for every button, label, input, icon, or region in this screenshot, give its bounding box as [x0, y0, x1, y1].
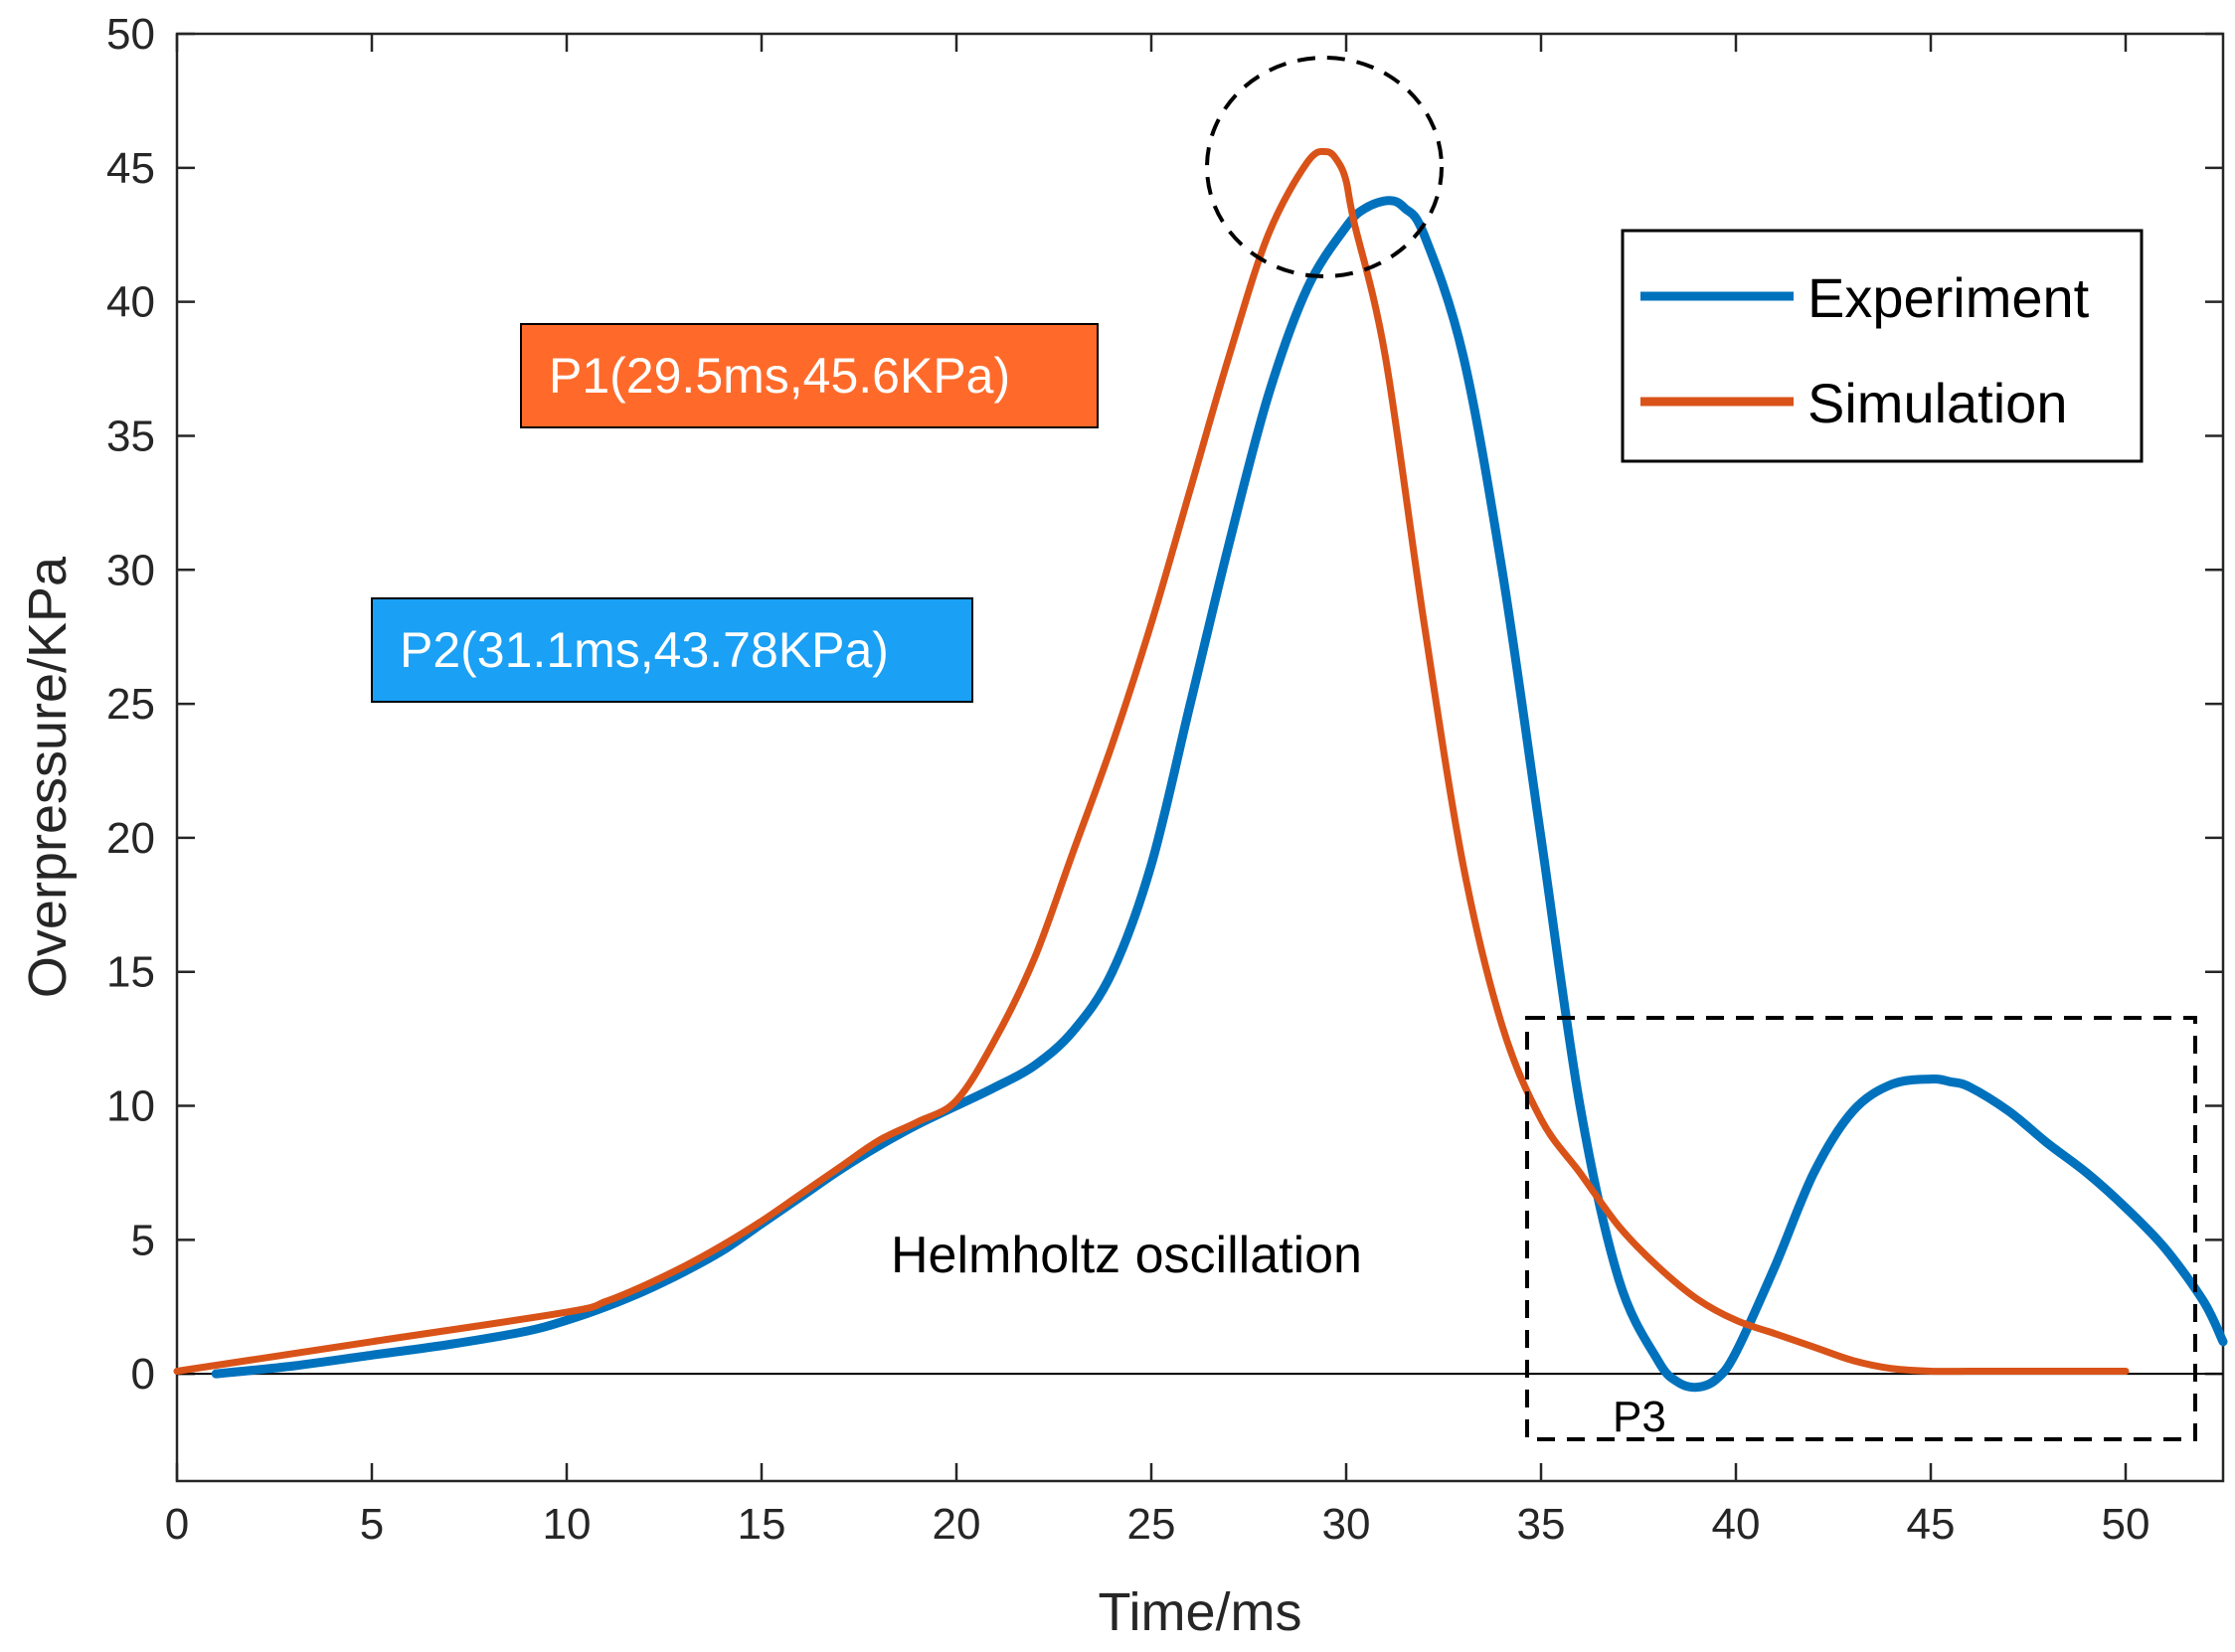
helmholtz-region-box	[1525, 1016, 2197, 1441]
helmholtz-oscillation-label: Helmholtz oscillation	[891, 1227, 1362, 1284]
x-tick-label: 35	[1517, 1500, 1566, 1549]
p2-annotation: P2(31.1ms,43.78KPa)	[371, 597, 973, 703]
axes-layer: 0 5 10 15 20 25 30 35 40 45 50 0 5 10 15 20 25 30 35 40 45 50	[106, 10, 2225, 1549]
y-tick-label: 40	[106, 278, 155, 327]
y-tick-label: 25	[106, 680, 155, 729]
legend-label-experiment: Experiment	[1807, 266, 2090, 329]
legend-box	[1621, 229, 2144, 463]
y-axis-title: Overpressure/KPa	[18, 556, 78, 998]
x-tick-label: 30	[1322, 1500, 1371, 1549]
x-tick-label: 10	[543, 1500, 592, 1549]
y-tick-label: 45	[106, 144, 155, 193]
x-tick-label: 50	[2102, 1500, 2150, 1549]
peak-highlight-circle	[1205, 56, 1444, 278]
x-tick-label: 25	[1127, 1500, 1176, 1549]
y-tick-label: 30	[106, 546, 155, 594]
p3-label: P3	[1613, 1393, 1666, 1441]
x-axis-title: Time/ms	[1099, 1582, 1302, 1642]
p2-annotation-text: P2(31.1ms,43.78KPa)	[400, 622, 889, 678]
x-tick-label: 0	[165, 1500, 189, 1549]
y-tick-label: 20	[106, 814, 155, 863]
y-tick-label: 10	[106, 1082, 155, 1131]
y-tick-label: 50	[106, 10, 155, 59]
x-tick-label: 40	[1712, 1500, 1761, 1549]
x-tick-label: 15	[738, 1500, 786, 1549]
y-tick-label: 35	[106, 412, 155, 460]
x-tick-label: 20	[933, 1500, 981, 1549]
p2-annotation-box	[371, 597, 973, 703]
y-tick-label: 15	[106, 948, 155, 997]
legend-label-simulation: Simulation	[1807, 372, 2067, 434]
plot-area-frame	[175, 32, 2225, 1483]
legend: Experiment Simulation	[1621, 229, 2144, 463]
p1-annotation: P1(29.5ms,45.6KPa)	[520, 323, 1099, 428]
x-tick-label: 5	[360, 1500, 384, 1549]
y-tick-label: 0	[131, 1350, 155, 1399]
y-tick-label: 5	[131, 1216, 155, 1264]
series-layer	[173, 147, 2228, 1393]
p1-annotation-text: P1(29.5ms,45.6KPa)	[549, 348, 1010, 404]
series-line-simulation	[173, 147, 2130, 1376]
p1-annotation-box	[520, 323, 1099, 428]
x-tick-label: 45	[1907, 1500, 1956, 1549]
